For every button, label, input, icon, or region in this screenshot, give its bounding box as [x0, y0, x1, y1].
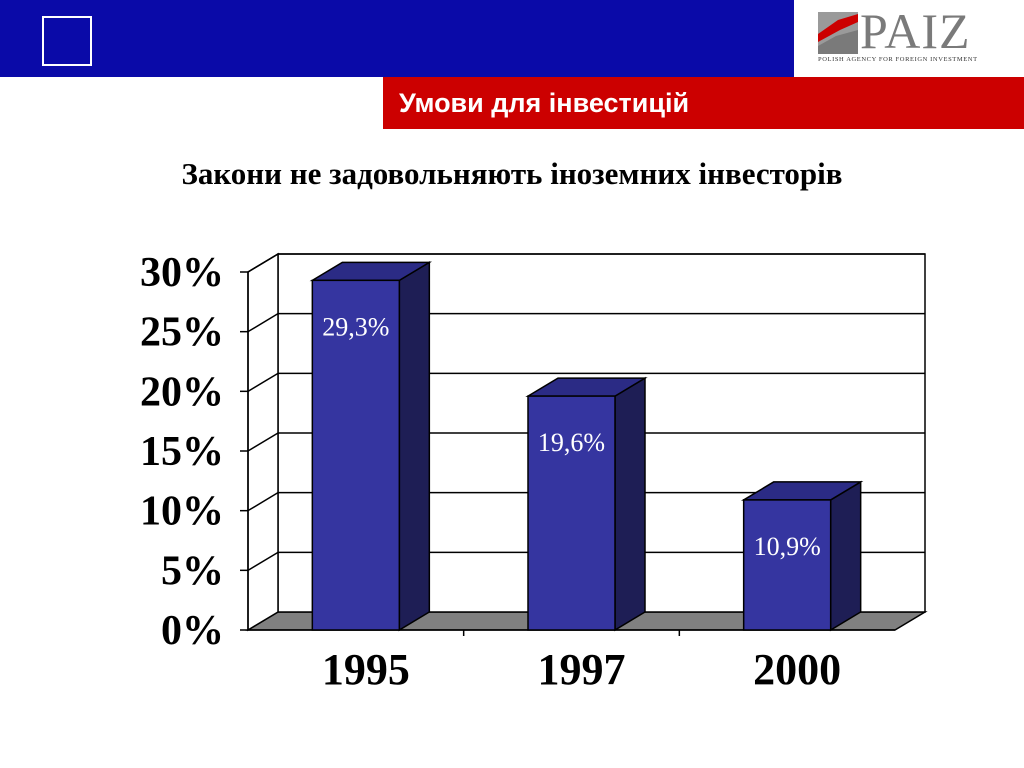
gridline-depth: [247, 492, 279, 512]
x-tick-label: 1997: [538, 645, 626, 694]
x-tick-label: 2000: [753, 645, 841, 694]
y-tick-label: 20%: [140, 369, 224, 415]
gridline-depth: [247, 432, 279, 452]
square-icon: [42, 16, 92, 66]
paiz-mark-icon: [818, 12, 858, 54]
logo-text: PAIZ: [860, 3, 971, 59]
bar: [311, 279, 401, 631]
paiz-logo: PAIZ POLISH AGENCY FOR FOREIGN INVESTMEN…: [794, 0, 1024, 77]
data-label: 29,3%: [322, 312, 389, 341]
gridline-depth: [247, 372, 279, 392]
gridline-depth: [247, 253, 279, 273]
y-tick-label: 5%: [161, 548, 224, 594]
y-tick-label: 15%: [140, 429, 224, 475]
chart-title: Закони не задовольняють іноземних інвест…: [181, 156, 843, 191]
bar: [527, 395, 616, 631]
data-label: 10,9%: [754, 532, 821, 561]
y-tick-label: 30%: [140, 250, 224, 296]
x-tick-label: 1995: [322, 645, 410, 694]
gridline-depth: [247, 313, 279, 333]
logo-subtitle: POLISH AGENCY FOR FOREIGN INVESTMENT: [818, 56, 978, 63]
y-tick-label: 0%: [161, 608, 224, 654]
bar: [742, 499, 832, 631]
bar-side: [829, 480, 862, 632]
header-bar: [0, 0, 794, 77]
section-band: Умови для інвестицій: [383, 77, 1024, 129]
section-title: Умови для інвестицій: [399, 88, 690, 118]
y-tick-label: 25%: [140, 310, 224, 356]
bar-side: [614, 376, 646, 632]
data-label: 19,6%: [538, 428, 605, 457]
bar-side: [398, 261, 431, 632]
y-tick-label: 10%: [140, 489, 224, 535]
gridline-depth: [247, 551, 279, 571]
